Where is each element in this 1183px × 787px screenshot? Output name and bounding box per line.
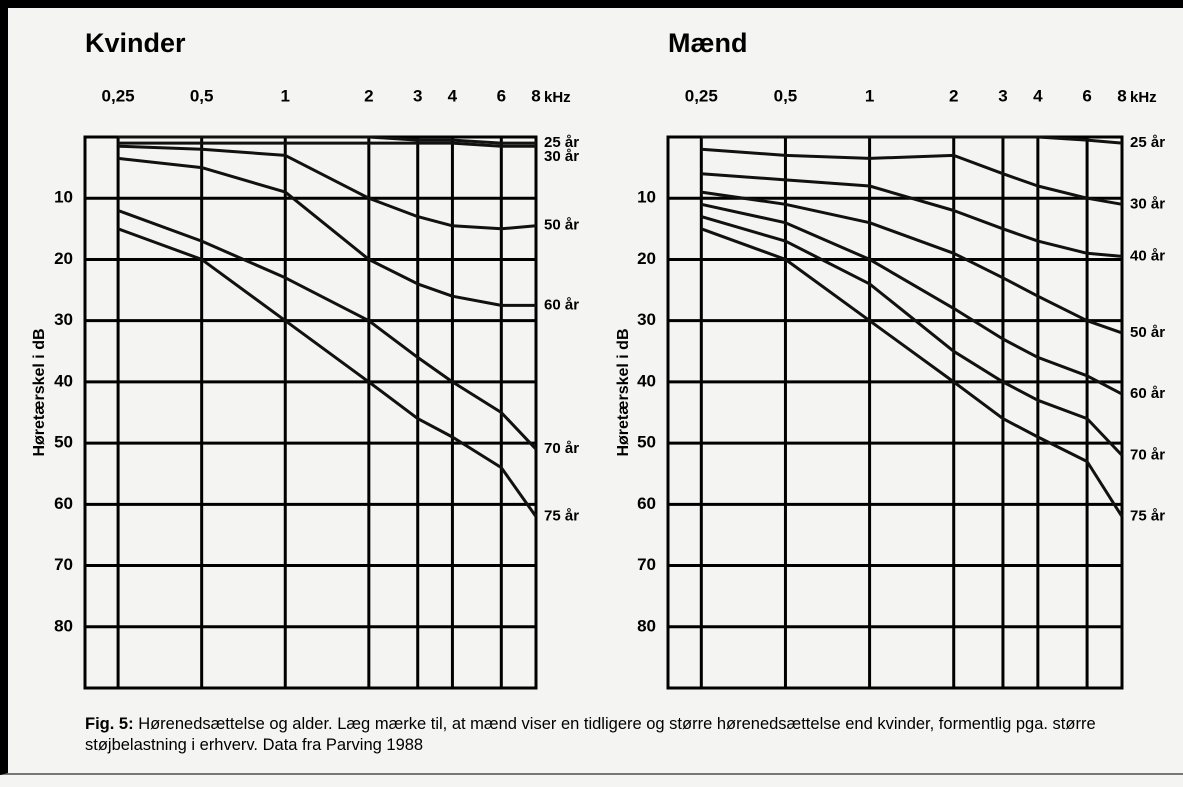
series-label: 30 år: [544, 148, 579, 165]
y-tick-label: 10: [637, 188, 656, 207]
x-unit: kHz: [1130, 89, 1157, 106]
series-label: 25 år: [544, 134, 579, 151]
x-tick-label: 3: [413, 86, 422, 105]
x-tick-label: 6: [1082, 86, 1091, 105]
y-tick-label: 70: [54, 555, 73, 574]
y-tick-label: 30: [637, 310, 656, 329]
x-tick-label: 0,5: [190, 86, 214, 105]
x-tick-label: 0,25: [102, 86, 135, 105]
chart-title: Kvinder: [85, 28, 186, 58]
series-label: 75 år: [1130, 508, 1165, 525]
caption: Fig. 5: Hørenedsættelse og alder. Læg mæ…: [85, 714, 1155, 756]
plot-frame: [83, 135, 538, 690]
y-tick-label: 40: [637, 371, 656, 390]
x-tick-label: 2: [949, 86, 958, 105]
x-tick-label: 6: [497, 86, 506, 105]
x-tick-label: 1: [865, 86, 874, 105]
series-line: [117, 227, 538, 518]
series-line: [700, 215, 1124, 457]
x-tick-label: 8: [1117, 86, 1126, 105]
series-line: [701, 147, 1123, 206]
caption-label: Fig. 5:: [85, 715, 134, 733]
x-tick-label: 4: [448, 86, 458, 105]
y-tick-label: 20: [637, 249, 656, 268]
y-tick-label: 60: [54, 494, 73, 513]
y-tick-label: 80: [54, 616, 73, 635]
series-line: [118, 141, 536, 148]
series-line: [701, 190, 1123, 335]
y-tick-label: 20: [54, 249, 73, 268]
y-tick-label: 30: [54, 310, 73, 329]
x-tick-label: 8: [531, 86, 540, 105]
series-line: [701, 135, 1123, 145]
y-tick-label: 50: [54, 433, 73, 452]
y-tick-label: 60: [637, 494, 656, 513]
x-tick-label: 0,25: [685, 86, 718, 105]
series-line: [700, 202, 1123, 396]
series-label: 40 år: [1130, 247, 1165, 264]
series-label: 70 år: [544, 440, 579, 457]
y-tick-label: 80: [637, 616, 656, 635]
series-label: 25 år: [1130, 134, 1165, 151]
x-unit: kHz: [544, 89, 571, 106]
series-label: 70 år: [1130, 446, 1165, 463]
series-line: [700, 227, 1124, 518]
caption-text: Hørenedsættelse og alder. Læg mærke til,…: [85, 715, 1096, 754]
x-tick-label: 1: [281, 86, 290, 105]
series-label: 75 år: [544, 508, 579, 525]
y-tick-label: 70: [637, 555, 656, 574]
y-tick-label: 40: [54, 371, 73, 390]
series-line: [701, 172, 1123, 258]
series-label: 60 år: [1130, 385, 1165, 402]
series-line: [118, 135, 536, 145]
series-line: [117, 156, 536, 307]
y-axis-label: Høretærskel i dB: [31, 328, 48, 456]
series-label: 50 år: [1130, 324, 1165, 341]
y-axis-label: Høretærskel i dB: [615, 328, 632, 456]
x-tick-label: 3: [998, 86, 1007, 105]
plot-frame: [666, 135, 1124, 690]
x-tick-label: 2: [364, 86, 373, 105]
chart-title: Mænd: [668, 28, 747, 58]
series-label: 60 år: [544, 296, 579, 313]
x-tick-label: 0,5: [774, 86, 798, 105]
series-label: 50 år: [544, 217, 579, 234]
series-line: [118, 144, 537, 231]
y-tick-label: 50: [637, 433, 656, 452]
y-tick-label: 10: [54, 188, 73, 207]
series-line: [117, 209, 538, 451]
series-label: 30 år: [1130, 195, 1165, 212]
x-tick-label: 4: [1033, 86, 1043, 105]
